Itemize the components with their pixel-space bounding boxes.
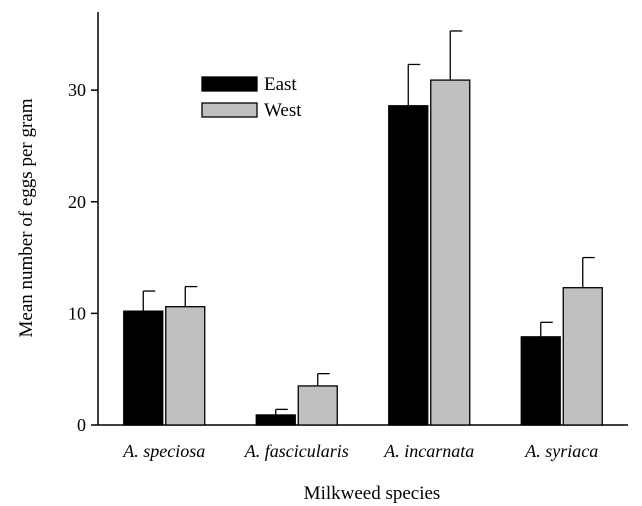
bar-west-1	[297, 385, 338, 426]
y-ticks: 0 10 20 30	[68, 80, 98, 435]
bar-east-2	[388, 105, 429, 426]
bar-west-3	[562, 287, 603, 426]
x-tick-label: A. incarnata	[383, 441, 474, 461]
x-tick-label: A. fascicularis	[244, 441, 349, 461]
bar-west-0	[165, 306, 206, 426]
bar-west-2	[430, 79, 471, 426]
legend-swatch-west	[201, 102, 258, 118]
x-axis-title: Milkweed species	[304, 483, 441, 504]
x-tick-label: A. syriaca	[524, 441, 598, 461]
y-tick-label: 0	[77, 415, 86, 435]
legend-label-west: West	[264, 100, 302, 121]
x-tick-labels: A. speciosa A. fascicularis A. incarnata A.…	[122, 441, 598, 461]
legend: East West	[201, 74, 302, 121]
y-tick-label: 20	[68, 192, 86, 212]
y-tick-label: 10	[68, 303, 86, 323]
error-bars	[142, 30, 595, 415]
x-tick-label: A. speciosa	[122, 441, 205, 461]
bar-east-3	[520, 336, 561, 426]
bars	[123, 79, 603, 426]
y-tick-label: 30	[68, 80, 86, 100]
legend-label-east: East	[264, 74, 297, 95]
bar-east-0	[123, 310, 164, 426]
bar-east-1	[255, 414, 296, 426]
legend-swatch-east	[201, 76, 258, 92]
y-axis-title: Mean number of eggs per gram	[16, 98, 37, 337]
